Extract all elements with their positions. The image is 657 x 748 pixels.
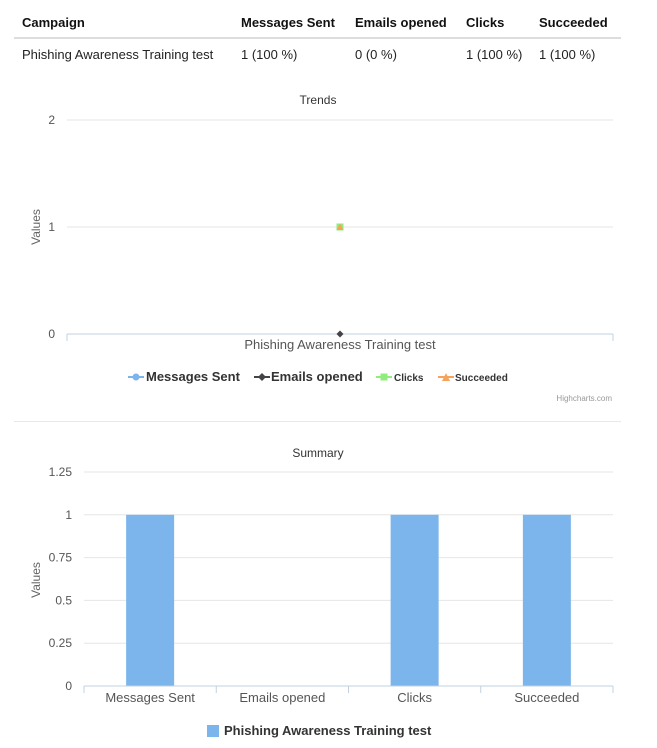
summary-x-label: Clicks <box>397 690 432 705</box>
summary-y-tick-label: 1.25 <box>49 465 73 479</box>
trends-y-tick-label: 1 <box>48 220 55 234</box>
chart-credits-link[interactable]: Highcharts.com <box>556 394 612 403</box>
cell-clicks: 1 (100 %) <box>466 46 523 62</box>
summary-y-tick-label: 0 <box>65 679 72 693</box>
legend-marker-campaign <box>207 725 219 737</box>
summary-y-tick-label: 0.75 <box>49 551 73 565</box>
table-header-row: Campaign Messages Sent Emails opened Cli… <box>14 8 621 39</box>
legend-marker-succeeded <box>442 373 450 381</box>
legend-item-succeeded[interactable]: Succeeded <box>438 373 508 384</box>
cell-succeeded: 1 (100 %) <box>539 46 596 62</box>
legend-item-clicks[interactable]: Clicks <box>376 373 424 384</box>
trends-legend: Messages Sent Emails opened Clicks Succe… <box>128 369 508 384</box>
summary-y-axis: 0 0.25 0.5 0.75 1 1.25 <box>49 465 73 693</box>
section-divider <box>14 421 621 422</box>
trends-chart: Trends Values 0 1 2 Phishing Awareness Tra… <box>29 93 614 403</box>
summary-chart: Summary Values 0 0.25 0.5 0.75 1 1.25 Message… <box>29 446 614 738</box>
legend-label-emails-opened: Emails opened <box>271 369 363 384</box>
header-emails-opened[interactable]: Emails opened <box>347 8 458 39</box>
trends-title: Trends <box>300 93 337 107</box>
legend-label-campaign: Phishing Awareness Training test <box>224 723 432 738</box>
campaign-stats-table: Campaign Messages Sent Emails opened Cli… <box>14 8 621 69</box>
legend-item-campaign[interactable]: Phishing Awareness Training test <box>207 723 432 738</box>
trends-y-axis: 0 1 2 <box>48 113 55 341</box>
cell-emails-opened: 0 (0 %) <box>355 46 397 62</box>
legend-label-messages-sent: Messages Sent <box>146 369 241 384</box>
table-row: Phishing Awareness Training test 1 (100 … <box>14 38 621 69</box>
trends-y-tick-label: 2 <box>48 113 55 127</box>
summary-y-tick-label: 1 <box>65 508 72 522</box>
header-campaign[interactable]: Campaign <box>14 8 233 39</box>
cell-campaign: Phishing Awareness Training test <box>22 46 214 62</box>
summary-x-axis: Messages Sent Emails opened Clicks Succeede… <box>83 686 614 705</box>
summary-x-label: Succeeded <box>514 690 579 705</box>
header-messages-sent[interactable]: Messages Sent <box>233 8 347 39</box>
summary-x-label: Messages Sent <box>105 690 195 705</box>
legend-label-succeeded: Succeeded <box>455 373 508 384</box>
legend-label-clicks: Clicks <box>394 373 424 384</box>
header-succeeded[interactable]: Succeeded <box>531 8 621 39</box>
bar-clicks[interactable] <box>390 514 439 686</box>
summary-y-tick-label: 0.5 <box>55 593 72 607</box>
legend-item-emails-opened[interactable]: Emails opened <box>254 369 363 384</box>
trends-y-tick-label: 0 <box>48 327 55 341</box>
legend-marker-emails-opened <box>258 373 266 381</box>
header-clicks[interactable]: Clicks <box>458 8 531 39</box>
trends-y-axis-title: Values <box>29 209 43 245</box>
summary-y-axis-title: Values <box>29 562 43 598</box>
cell-messages-sent: 1 (100 %) <box>241 46 298 62</box>
trends-gridlines <box>67 119 613 228</box>
trends-x-label: Phishing Awareness Training test <box>244 337 436 352</box>
summary-bars <box>126 514 571 686</box>
trends-point-succeeded[interactable] <box>336 223 344 231</box>
summary-y-tick-label: 0.25 <box>49 636 73 650</box>
legend-marker-messages-sent <box>132 373 140 381</box>
bar-messages-sent[interactable] <box>126 514 175 686</box>
trends-point-emails-opened[interactable] <box>336 330 344 338</box>
bar-succeeded[interactable] <box>522 514 571 686</box>
summary-legend: Phishing Awareness Training test <box>207 723 432 738</box>
summary-title: Summary <box>292 446 343 460</box>
trends-series-points <box>336 223 344 338</box>
legend-item-messages-sent[interactable]: Messages Sent <box>128 369 241 384</box>
summary-x-label: Emails opened <box>239 690 325 705</box>
legend-marker-clicks <box>380 373 388 381</box>
